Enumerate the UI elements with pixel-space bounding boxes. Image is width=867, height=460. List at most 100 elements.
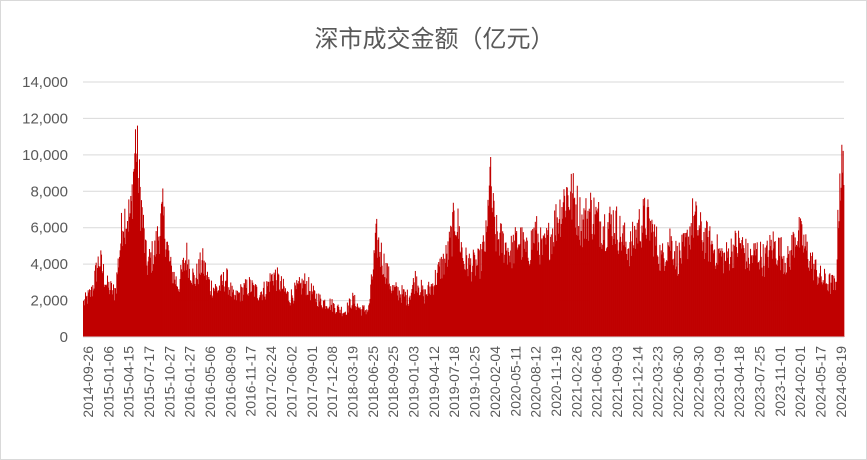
- bar: [838, 221, 840, 337]
- bar: [190, 280, 192, 337]
- bar: [580, 230, 582, 337]
- bar: [232, 289, 234, 337]
- bar: [162, 188, 164, 337]
- bar: [562, 218, 564, 337]
- bar: [390, 286, 392, 337]
- x-tick-label: 2024-02-01: [792, 346, 808, 418]
- bar: [789, 250, 791, 337]
- bar: [462, 258, 464, 337]
- bar: [327, 307, 329, 337]
- bar: [711, 240, 713, 337]
- bar: [414, 270, 416, 337]
- bar: [530, 260, 532, 337]
- bar: [410, 299, 412, 337]
- bar: [791, 235, 793, 337]
- bar: [124, 208, 126, 337]
- bar: [792, 255, 794, 337]
- bar: [184, 262, 186, 337]
- bar: [840, 187, 842, 337]
- bar: [269, 273, 271, 337]
- bar: [624, 247, 626, 337]
- bar: [142, 214, 144, 337]
- bar: [820, 265, 822, 337]
- bar: [255, 284, 257, 337]
- bar: [580, 245, 582, 337]
- bar: [698, 235, 700, 337]
- bar: [760, 241, 762, 337]
- bar: [173, 271, 175, 337]
- bar: [304, 273, 306, 337]
- bar: [796, 246, 798, 337]
- bar: [646, 207, 648, 337]
- bar: [524, 248, 526, 337]
- bar: [621, 241, 623, 337]
- bar: [320, 305, 322, 337]
- bar: [719, 248, 721, 337]
- bar: [834, 281, 836, 337]
- bar: [675, 240, 677, 337]
- bar: [156, 254, 158, 337]
- bar: [91, 296, 93, 337]
- bar: [278, 289, 280, 337]
- bar: [393, 285, 395, 337]
- bar: [734, 245, 736, 337]
- bar: [432, 283, 434, 337]
- bar: [695, 201, 697, 337]
- bar: [280, 281, 282, 337]
- bar: [820, 276, 822, 337]
- bar: [840, 200, 842, 337]
- bar: [145, 240, 147, 337]
- bar: [784, 272, 786, 337]
- bar: [119, 250, 121, 337]
- bar: [700, 221, 702, 337]
- bar: [254, 284, 256, 337]
- x-tick-label: 2016-08-09: [222, 346, 238, 418]
- bar: [632, 245, 634, 337]
- bar: [470, 258, 472, 337]
- bar: [515, 232, 517, 337]
- bar: [778, 237, 780, 337]
- bar: [229, 296, 231, 337]
- bar: [182, 259, 184, 337]
- bar: [391, 290, 393, 337]
- bar: [205, 279, 207, 337]
- bar: [434, 269, 436, 337]
- bar: [656, 226, 658, 337]
- bar: [217, 290, 219, 337]
- bar: [709, 226, 711, 337]
- bar: [95, 262, 97, 337]
- bar: [664, 270, 666, 337]
- bar: [516, 231, 518, 337]
- bar: [246, 279, 248, 337]
- bar: [795, 246, 797, 337]
- bar: [138, 159, 140, 337]
- bar: [199, 252, 201, 337]
- bar: [325, 305, 327, 337]
- bar: [644, 228, 646, 337]
- bar: [548, 260, 550, 337]
- bar: [684, 246, 686, 337]
- bar: [679, 250, 681, 337]
- bar: [87, 303, 89, 337]
- bar: [370, 274, 372, 337]
- bar: [643, 205, 645, 337]
- bar: [528, 261, 530, 337]
- bar: [435, 284, 437, 337]
- bar: [533, 227, 535, 337]
- bar: [796, 244, 798, 337]
- x-tick-label: 2023-04-18: [731, 346, 747, 418]
- bar: [817, 276, 819, 337]
- bar: [504, 242, 506, 337]
- bar: [710, 261, 712, 337]
- bar: [731, 251, 733, 337]
- bar: [754, 243, 756, 337]
- bar: [167, 245, 169, 337]
- bar: [369, 298, 371, 337]
- bar: [85, 292, 87, 337]
- bar: [214, 291, 216, 337]
- bar: [692, 237, 694, 337]
- bar: [230, 282, 232, 337]
- bar: [386, 263, 388, 337]
- bar: [441, 278, 443, 337]
- bar: [114, 288, 117, 337]
